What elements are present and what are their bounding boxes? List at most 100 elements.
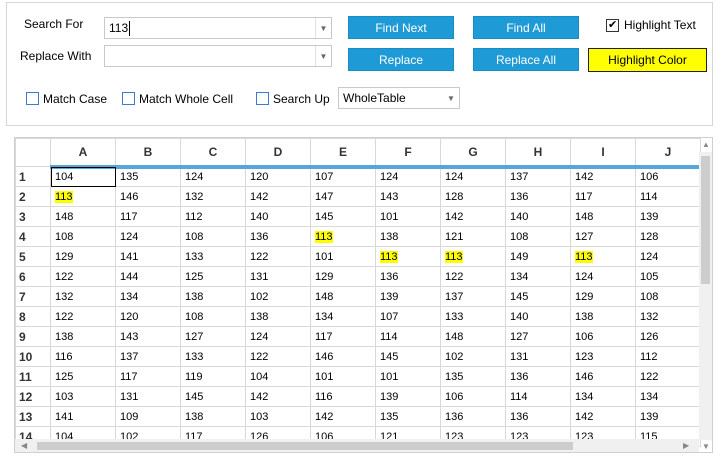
row-header[interactable]: 10 (15, 346, 51, 367)
column-header[interactable]: F (375, 138, 441, 169)
vertical-scrollbar[interactable]: ▲ ▼ (699, 140, 712, 451)
horizontal-scroll-thumb[interactable] (37, 442, 573, 450)
row-header[interactable]: 8 (15, 306, 51, 327)
grid-cell[interactable]: 106 (440, 386, 506, 407)
grid-cell[interactable]: 124 (570, 266, 636, 287)
grid-cell[interactable]: 114 (375, 326, 441, 347)
grid-cell[interactable]: 136 (375, 266, 441, 287)
grid-cell[interactable]: 134 (570, 386, 636, 407)
grid-cell[interactable]: 138 (180, 286, 246, 307)
grid-cell[interactable]: 101 (310, 366, 376, 387)
grid-cell[interactable]: 137 (115, 346, 181, 367)
grid-cell[interactable]: 140 (245, 206, 311, 227)
grid-cell[interactable]: 116 (50, 346, 116, 367)
grid-cell[interactable]: 137 (440, 286, 506, 307)
grid-cell[interactable]: 139 (375, 286, 441, 307)
grid-cell[interactable]: 129 (570, 286, 636, 307)
grid-cell[interactable]: 113 (440, 246, 506, 267)
grid-cell[interactable]: 113 (570, 246, 636, 267)
find-all-button[interactable]: Find All (473, 16, 579, 39)
grid-cell[interactable]: 136 (505, 406, 571, 427)
grid-cell[interactable]: 132 (180, 186, 246, 207)
grid-cell[interactable]: 134 (310, 306, 376, 327)
column-header[interactable]: B (115, 138, 181, 169)
grid-cell[interactable]: 138 (180, 406, 246, 427)
grid-cell[interactable]: 124 (115, 226, 181, 247)
row-header[interactable]: 4 (15, 226, 51, 247)
grid-cell[interactable]: 141 (115, 246, 181, 267)
grid-cell[interactable]: 108 (50, 226, 116, 247)
grid-cell[interactable]: 122 (50, 266, 116, 287)
match-case-checkbox[interactable] (26, 92, 39, 105)
row-header[interactable]: 1 (15, 166, 51, 187)
grid-cell[interactable]: 114 (635, 186, 701, 207)
grid-cell[interactable]: 122 (245, 246, 311, 267)
grid-cell[interactable]: 142 (440, 206, 506, 227)
grid-cell[interactable]: 106 (635, 166, 701, 187)
row-header[interactable]: 3 (15, 206, 51, 227)
scroll-up-icon[interactable]: ▲ (702, 140, 710, 149)
replace-button[interactable]: Replace (348, 48, 454, 71)
grid-cell[interactable]: 136 (505, 186, 571, 207)
replace-all-button[interactable]: Replace All (473, 48, 579, 71)
grid-cell[interactable]: 142 (570, 406, 636, 427)
grid-cell[interactable]: 142 (245, 186, 311, 207)
grid-cell[interactable]: 146 (115, 186, 181, 207)
grid-cell[interactable]: 138 (375, 226, 441, 247)
grid-cell[interactable]: 102 (440, 346, 506, 367)
horizontal-scrollbar[interactable]: ◀ ▶ (15, 439, 699, 452)
scroll-right-icon[interactable]: ▶ (683, 441, 690, 450)
column-header[interactable]: E (310, 138, 376, 169)
grid-cell[interactable]: 107 (310, 166, 376, 187)
grid-cell[interactable]: 138 (245, 306, 311, 327)
scroll-left-icon[interactable]: ◀ (21, 441, 28, 450)
vertical-scroll-thumb[interactable] (701, 156, 710, 284)
grid-cell[interactable]: 116 (310, 386, 376, 407)
column-header[interactable]: J (635, 138, 701, 169)
grid-cell[interactable]: 117 (310, 326, 376, 347)
grid-cell[interactable]: 104 (50, 166, 116, 187)
highlight-text-checkbox[interactable] (606, 18, 619, 32)
grid-cell[interactable]: 117 (115, 366, 181, 387)
chevron-down-icon[interactable]: ▼ (447, 93, 455, 103)
grid-cell[interactable]: 146 (570, 366, 636, 387)
grid-cell[interactable]: 113 (310, 226, 376, 247)
grid-cell[interactable]: 127 (570, 226, 636, 247)
grid-cell[interactable]: 149 (505, 246, 571, 267)
row-header[interactable]: 13 (15, 406, 51, 427)
grid-cell[interactable]: 139 (635, 406, 701, 427)
grid-cell[interactable]: 131 (245, 266, 311, 287)
grid-cell[interactable]: 122 (245, 346, 311, 367)
row-header[interactable]: 12 (15, 386, 51, 407)
grid-cell[interactable]: 108 (505, 226, 571, 247)
grid-cell[interactable]: 136 (440, 406, 506, 427)
row-header[interactable]: 5 (15, 246, 51, 267)
grid-cell[interactable]: 101 (310, 246, 376, 267)
grid-cell[interactable]: 122 (635, 366, 701, 387)
grid-cell[interactable]: 108 (180, 226, 246, 247)
grid-cell[interactable]: 148 (570, 206, 636, 227)
grid-cell[interactable]: 129 (50, 246, 116, 267)
grid-cell[interactable]: 120 (245, 166, 311, 187)
grid-cell[interactable]: 102 (245, 286, 311, 307)
column-header[interactable]: I (570, 138, 636, 169)
grid-cell[interactable]: 107 (375, 306, 441, 327)
grid-cell[interactable]: 140 (505, 306, 571, 327)
grid-cell[interactable]: 132 (50, 286, 116, 307)
grid-cell[interactable]: 146 (310, 346, 376, 367)
grid-cell[interactable]: 114 (505, 386, 571, 407)
chevron-down-icon[interactable]: ▼ (315, 46, 331, 66)
row-header[interactable]: 6 (15, 266, 51, 287)
grid-cell[interactable]: 128 (440, 186, 506, 207)
grid-cell[interactable]: 126 (635, 326, 701, 347)
grid-cell[interactable]: 124 (180, 166, 246, 187)
grid-cell[interactable]: 144 (115, 266, 181, 287)
grid-cell[interactable]: 109 (115, 406, 181, 427)
row-header[interactable]: 7 (15, 286, 51, 307)
grid-cell[interactable]: 133 (440, 306, 506, 327)
search-scope-select[interactable]: WholeTable ▼ (338, 87, 460, 109)
grid-cell[interactable]: 127 (180, 326, 246, 347)
grid-cell[interactable]: 134 (635, 386, 701, 407)
grid-cell[interactable]: 108 (635, 286, 701, 307)
